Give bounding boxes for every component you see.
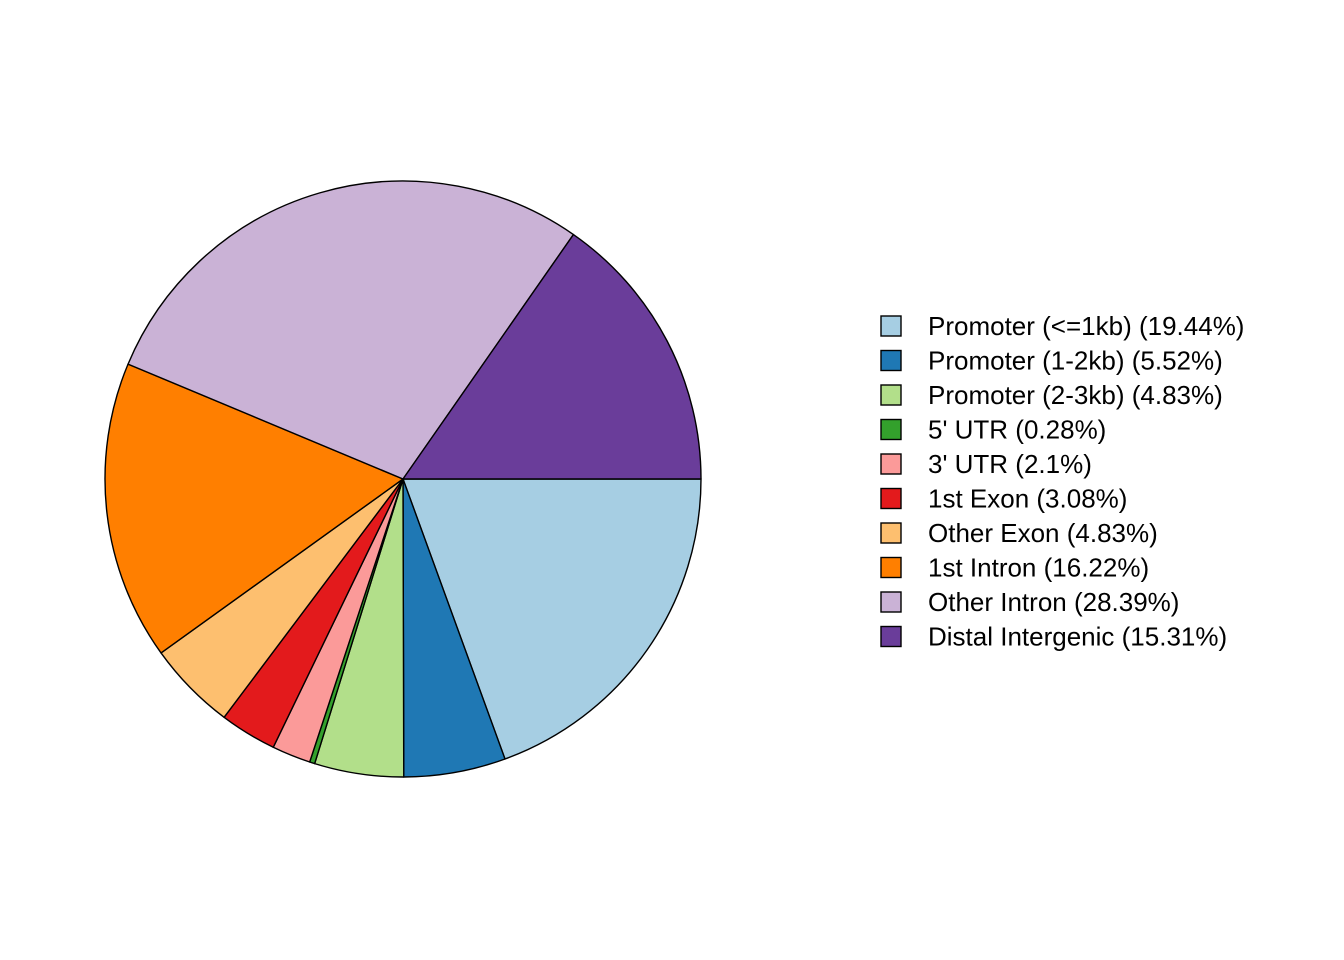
legend-label: Promoter (2-3kb) (4.83%) (928, 380, 1223, 410)
legend-label: 3' UTR (2.1%) (928, 449, 1092, 479)
legend-label: Other Intron (28.39%) (928, 587, 1179, 617)
legend-swatch (880, 349, 902, 372)
legend-swatch (880, 556, 902, 579)
legend-label: 1st Exon (3.08%) (928, 484, 1127, 514)
pie-slice (104, 363, 404, 654)
legend-swatch (880, 487, 902, 510)
legend-label: Promoter (<=1kb) (19.44%) (928, 311, 1244, 341)
legend: Promoter (<=1kb) (19.44%) Promoter (1-2kb… (880, 311, 1244, 652)
pie-slice (402, 478, 702, 760)
pie-slice (402, 233, 702, 480)
legend-swatch (880, 315, 902, 337)
legend-swatch (880, 418, 902, 441)
legend-label: Distal Intergenic (15.31%) (928, 622, 1227, 652)
legend-swatch (880, 591, 902, 613)
legend-label: Other Exon (4.83%) (928, 518, 1158, 548)
legend-swatch (880, 625, 902, 648)
legend-swatch (880, 453, 902, 475)
legend-label: Promoter (1-2kb) (5.52%) (928, 346, 1223, 376)
pie-slice (127, 180, 575, 480)
legend-swatch (880, 384, 902, 406)
legend-swatch (880, 522, 902, 544)
legend-label: 5' UTR (0.28%) (928, 415, 1106, 445)
legend-label: 1st Intron (16.22%) (928, 553, 1149, 583)
pie-slices (104, 180, 702, 778)
